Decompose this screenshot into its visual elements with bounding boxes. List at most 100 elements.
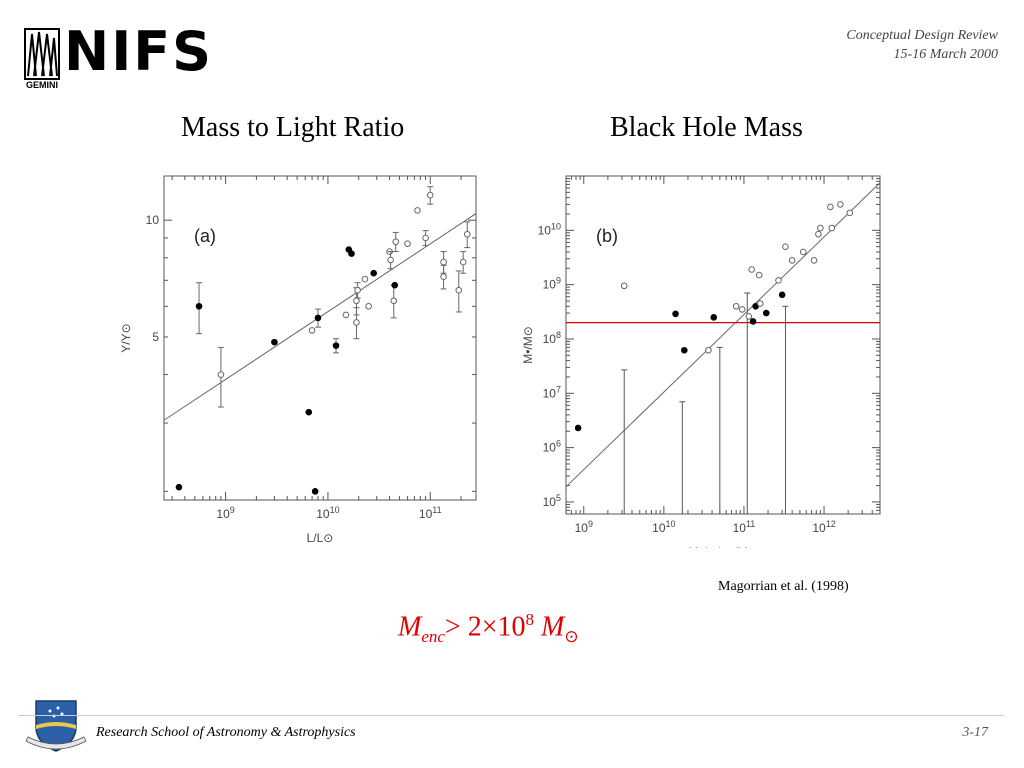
plot-frame: [565, 175, 881, 515]
footer-divider: [18, 715, 1004, 716]
x-tick-label: 109: [575, 519, 593, 535]
x-axis-label: M_bulge/M⊙: [688, 545, 757, 548]
data-point-open: [342, 311, 350, 319]
y-tick-label: 106: [543, 439, 561, 455]
data-point-open: [810, 257, 818, 264]
x-tick-label: 1010: [316, 505, 339, 521]
data-point-open: [404, 240, 411, 247]
y-tick-label: 10: [146, 213, 160, 227]
data-point-open: [828, 224, 836, 232]
data-point-open: [846, 209, 854, 217]
chart-title-left: Mass to Light Ratio: [181, 112, 405, 143]
review-date: 15-16 March 2000: [893, 47, 998, 62]
data-point-filled: [311, 488, 319, 495]
data-point-open: [738, 306, 746, 313]
data-point-filled: [348, 250, 355, 257]
data-point-filled: [762, 309, 770, 317]
data-point-open: [365, 302, 372, 310]
logo-subtext: GEMINI: [26, 80, 59, 90]
data-point-open: [353, 319, 360, 326]
data-point-open: [815, 230, 822, 238]
x-tick-label: 1012: [812, 519, 835, 535]
x-tick-label: 109: [216, 505, 234, 521]
data-point-filled: [314, 314, 322, 322]
logo-wordmark: NIFS: [64, 20, 214, 83]
data-point-filled: [574, 424, 582, 432]
page-number: 3-17: [962, 725, 988, 740]
y-tick-label: 1010: [538, 221, 561, 237]
plot-frame: [163, 175, 477, 501]
data-point-open: [755, 271, 763, 279]
data-point-filled: [710, 314, 718, 321]
data-point-filled: [778, 291, 786, 299]
data-point-filled: [391, 281, 399, 289]
formula-m: M: [398, 611, 422, 643]
data-point-filled: [752, 302, 759, 310]
data-point-open: [422, 234, 429, 242]
telescope-logo-icon: [24, 28, 60, 80]
formula-enc: enc: [421, 626, 445, 646]
fit-line: [565, 182, 881, 488]
nifs-logo: NIFS GEMINI: [24, 20, 214, 92]
citation: Magorrian et al. (1998): [718, 579, 849, 594]
data-point-open: [217, 371, 225, 378]
y-axis-label: M•/M⊙: [521, 326, 535, 364]
data-point-open: [392, 238, 400, 246]
x-tick-label: 1011: [419, 505, 442, 521]
data-point-open: [756, 300, 764, 307]
x-tick-label: 1010: [652, 519, 675, 535]
y-axis-label: Υ/Υ⊙: [119, 323, 133, 352]
y-tick-label: 5: [152, 330, 159, 344]
data-point-open: [748, 266, 755, 273]
footer-institution: Research School of Astronomy & Astrophys…: [96, 725, 356, 740]
mass-formula: Menc> 2×108 M⊙: [398, 610, 579, 647]
data-point-open: [390, 297, 398, 305]
data-point-open: [775, 277, 782, 284]
data-point-open: [387, 256, 394, 264]
x-axis-label: L/L⊙: [307, 531, 334, 545]
data-point-filled: [305, 408, 313, 416]
review-title: Conceptual Design Review: [846, 28, 998, 43]
panel-label: (a): [194, 226, 216, 246]
data-point-open: [463, 230, 471, 238]
data-point-open: [459, 258, 467, 266]
formula-value: > 2×10: [444, 611, 526, 643]
formula-sun-symbol: ⊙: [564, 626, 579, 646]
data-point-open: [782, 243, 789, 250]
data-point-filled: [749, 318, 757, 325]
data-point-open: [705, 346, 712, 354]
data-point-filled: [370, 269, 377, 277]
data-point-open: [799, 248, 807, 256]
data-point-open: [440, 273, 447, 281]
review-info: Conceptual Design Review 15-16 March 200…: [846, 26, 998, 64]
data-point-filled: [271, 338, 278, 346]
data-point-open: [308, 327, 316, 334]
y-tick-label: 109: [543, 276, 561, 292]
data-point-filled: [672, 310, 679, 318]
data-point-open: [353, 297, 360, 305]
data-point-open: [788, 257, 796, 264]
chart-black-hole-mass: 109 1010 1011 1012 105 106 107 108 109 1010 M_bulg…: [521, 175, 881, 548]
data-point-open: [426, 191, 434, 199]
data-point-open: [817, 224, 824, 232]
panel-label: (b): [596, 226, 618, 246]
data-point-open: [414, 207, 421, 214]
data-point-open: [827, 203, 834, 211]
x-tick-label: 1011: [733, 519, 756, 535]
data-point-open: [455, 286, 463, 294]
data-point-open: [837, 201, 844, 208]
data-point-filled: [175, 483, 183, 491]
formula-exponent: 8: [525, 610, 535, 629]
data-point-open: [354, 286, 361, 294]
data-point-filled: [680, 346, 688, 354]
anu-crest-icon: [25, 700, 87, 752]
y-tick-label: 108: [543, 330, 561, 346]
data-point-open: [620, 282, 628, 290]
data-point-open: [732, 302, 740, 310]
data-point-filled: [332, 342, 340, 349]
y-tick-label: 105: [543, 493, 561, 509]
data-point-filled: [195, 302, 203, 310]
data-point-open: [745, 313, 753, 320]
formula-msun: M: [541, 611, 565, 643]
data-point-open: [361, 275, 369, 283]
